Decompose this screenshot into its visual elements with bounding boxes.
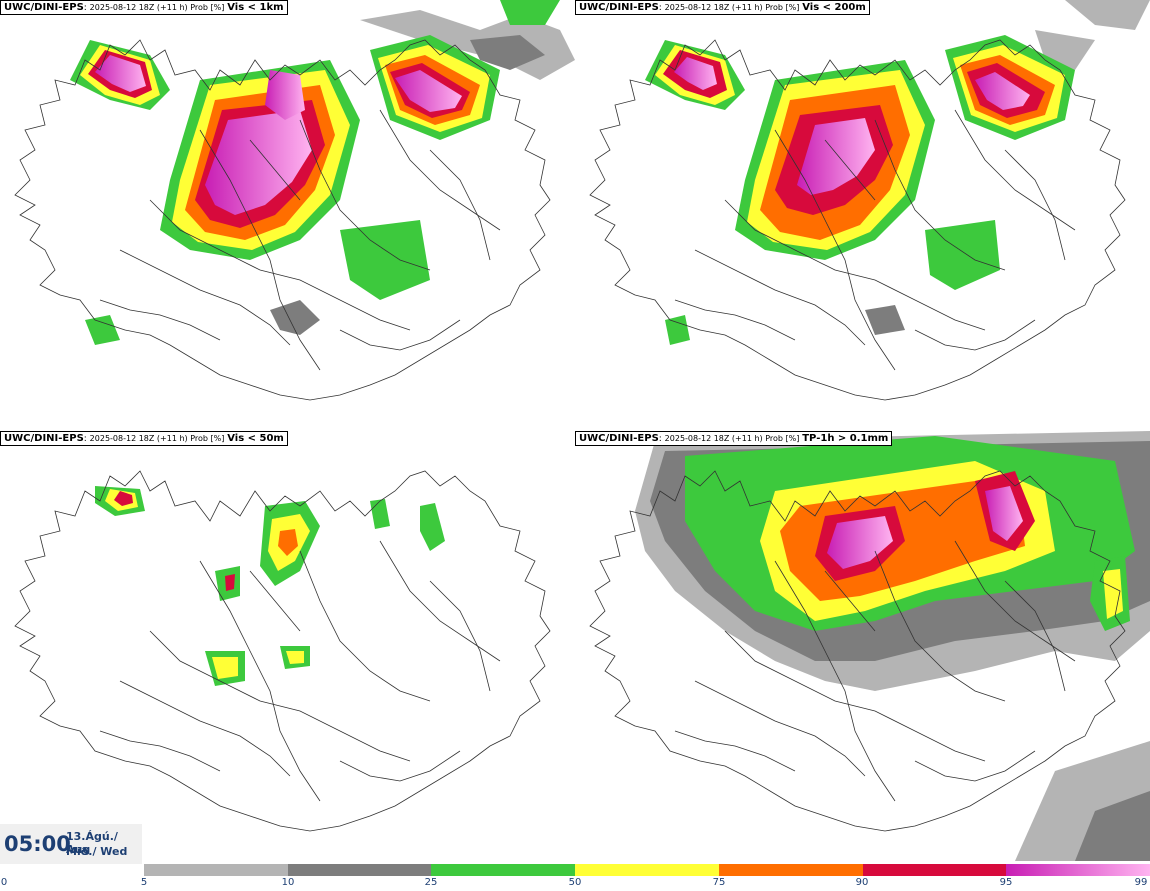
legend-tick: 5 [140, 877, 148, 888]
legend-tick: 10 [281, 877, 295, 888]
probability-map [589, 0, 1150, 401]
map-panel-vis-50m: UWC/DINI-EPS: 2025-08-12 18Z (+11 h) Pro… [0, 431, 575, 861]
panel-title: UWC/DINI-EPS: 2025-08-12 18Z (+11 h) Pro… [0, 0, 288, 15]
panel-title: UWC/DINI-EPS: 2025-08-12 18Z (+11 h) Pro… [0, 431, 288, 446]
probability-map [589, 431, 1150, 861]
legend-tick: 50 [568, 877, 582, 888]
legend-tick: 90 [855, 877, 869, 888]
legend-seg-5-10 [144, 864, 288, 876]
map-panel-tp-1h: UWC/DINI-EPS: 2025-08-12 18Z (+11 h) Pro… [575, 431, 1150, 861]
legend-seg-95-99 [1006, 864, 1150, 876]
legend-tick: 0 [0, 877, 8, 888]
valid-date: 13.Ágú./ Aug [66, 830, 118, 856]
legend-seg-90-95 [862, 864, 1007, 876]
valid-time-box: 05:00 13.Ágú./ Aug Mið./ Wed [0, 824, 142, 864]
map-panel-vis-1km: UWC/DINI-EPS: 2025-08-12 18Z (+11 h) Pro… [0, 0, 575, 430]
probability-map [14, 470, 551, 832]
probability-map [14, 0, 575, 401]
map-panel-vis-200m: UWC/DINI-EPS: 2025-08-12 18Z (+11 h) Pro… [575, 0, 1150, 430]
legend-seg-25-50 [431, 864, 576, 876]
legend-seg-10-25 [287, 864, 432, 876]
valid-time: 05:00 [4, 832, 71, 856]
panel-title: UWC/DINI-EPS: 2025-08-12 18Z (+11 h) Pro… [575, 431, 893, 446]
valid-weekday: Mið./ Wed [66, 845, 128, 858]
panel-title: UWC/DINI-EPS: 2025-08-12 18Z (+11 h) Pro… [575, 0, 870, 15]
legend-tick: 75 [712, 877, 726, 888]
legend-tick: 95 [999, 877, 1013, 888]
legend-colorbar [144, 864, 1150, 876]
legend-seg-75-90 [718, 864, 863, 876]
legend-tick: 99 [1134, 877, 1148, 888]
legend-seg-50-75 [575, 864, 719, 876]
legend-tick: 25 [424, 877, 438, 888]
legend-ticks: 0 5 10 25 50 75 90 95 99 [0, 876, 1150, 891]
